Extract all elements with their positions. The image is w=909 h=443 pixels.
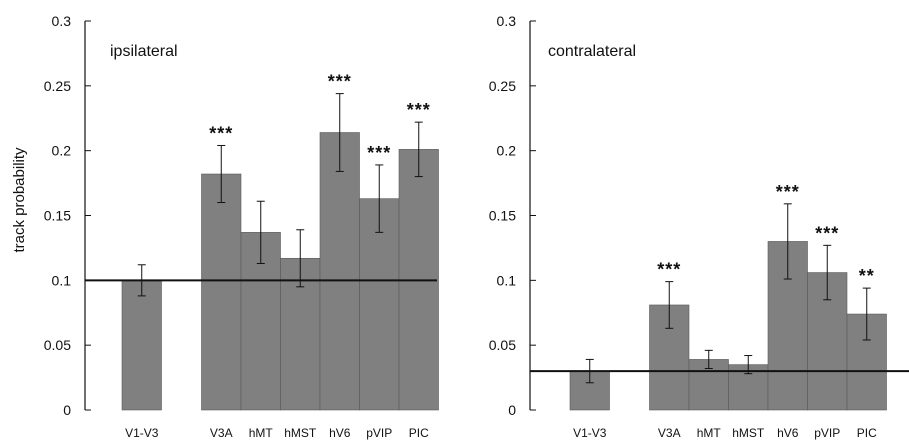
y-tick-label: 0.05 bbox=[44, 337, 71, 353]
y-tick-label: 0.3 bbox=[52, 13, 72, 29]
y-tick-label: 0.1 bbox=[497, 272, 517, 288]
category-label: PIC bbox=[857, 426, 877, 440]
category-label: V1-V3 bbox=[573, 426, 607, 440]
bar-pvip bbox=[359, 198, 400, 411]
category-label: hMT bbox=[249, 426, 274, 440]
category-label: PIC bbox=[409, 426, 429, 440]
bar-v3a bbox=[201, 173, 242, 411]
category-label: V3A bbox=[210, 426, 233, 440]
y-tick-label: 0 bbox=[63, 402, 71, 418]
category-label: pVIP bbox=[366, 426, 392, 440]
category-label: hMST bbox=[732, 426, 765, 440]
significance-marker: *** bbox=[367, 143, 391, 163]
category-label: hMST bbox=[284, 426, 317, 440]
y-tick-label: 0.3 bbox=[497, 13, 517, 29]
category-label: hV6 bbox=[329, 426, 351, 440]
chart-panel-ipsilateral: 0 0.05 0.1 0.15 0.2 0.25 0.3 V1-V3 *** V3A hMT hMST… bbox=[11, 13, 439, 440]
y-axis-label: track probability bbox=[11, 147, 28, 253]
y-tick-label: 0.2 bbox=[52, 143, 72, 159]
significance-marker: *** bbox=[776, 182, 800, 202]
bar-hv6 bbox=[319, 132, 360, 411]
category-label: V3A bbox=[658, 426, 681, 440]
category-label: hMT bbox=[697, 426, 722, 440]
y-tick-label: 0.25 bbox=[489, 78, 516, 94]
category-label: hV6 bbox=[777, 426, 799, 440]
panel-title: contralateral bbox=[548, 43, 636, 60]
y-tick-label: 0.25 bbox=[44, 78, 71, 94]
chart-panel-contralateral: 0 0.05 0.1 0.15 0.2 0.25 0.3 V1-V3 *** V3A hMT hMST… bbox=[489, 13, 909, 440]
y-tick-label: 0.05 bbox=[489, 337, 516, 353]
significance-marker: *** bbox=[815, 223, 839, 243]
significance-marker: *** bbox=[209, 123, 233, 143]
y-tick-label: 0.2 bbox=[497, 143, 517, 159]
y-tick-label: 0.15 bbox=[44, 208, 71, 224]
category-label: V1-V3 bbox=[125, 426, 159, 440]
significance-marker: *** bbox=[407, 100, 431, 120]
y-tick-label: 0.1 bbox=[52, 272, 72, 288]
bar-v1-v3 bbox=[121, 280, 162, 411]
category-label: pVIP bbox=[814, 426, 840, 440]
significance-marker: ** bbox=[859, 266, 875, 286]
significance-marker: *** bbox=[657, 260, 681, 280]
significance-marker: *** bbox=[328, 72, 352, 92]
panel-title: ipsilateral bbox=[110, 43, 178, 60]
y-tick-label: 0.15 bbox=[489, 208, 516, 224]
y-tick-label: 0 bbox=[508, 402, 516, 418]
